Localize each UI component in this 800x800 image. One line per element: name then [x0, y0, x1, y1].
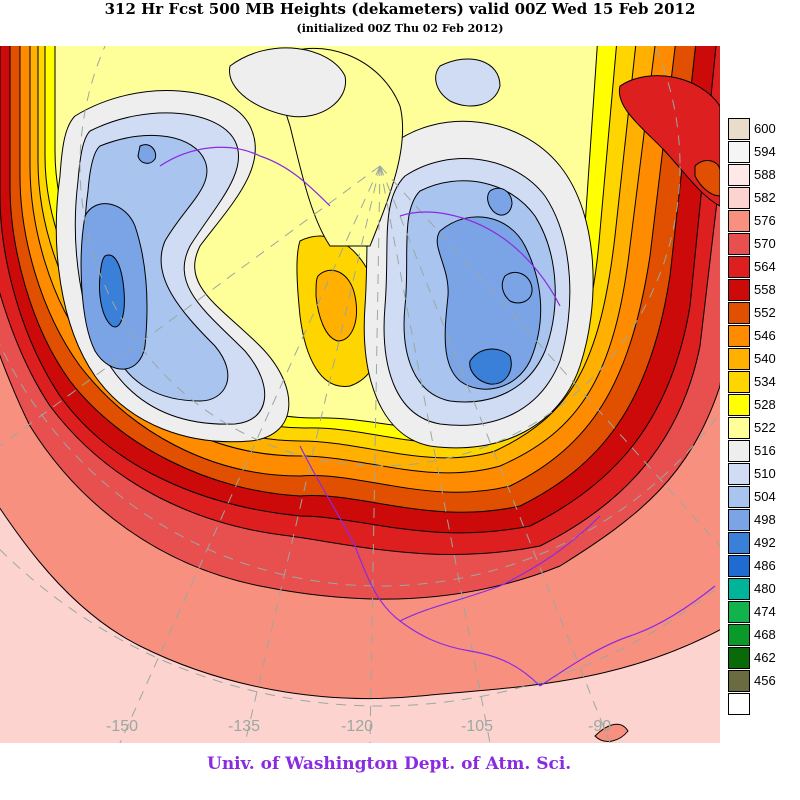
legend-entry: 522	[728, 417, 790, 440]
legend-entry: 456	[728, 670, 790, 693]
legend-entry: 498	[728, 509, 790, 532]
legend-value: 516	[754, 443, 776, 458]
legend-entry: 462	[728, 647, 790, 670]
low-east-498b	[487, 187, 513, 216]
legend-swatch	[728, 670, 750, 692]
legend-entry: 564	[728, 256, 790, 279]
legend-swatch	[728, 279, 750, 301]
low-west-492	[99, 254, 125, 328]
legend-value: 564	[754, 259, 776, 274]
lon-label-90: -90	[588, 718, 612, 735]
lon-label-135: -135	[228, 718, 261, 735]
legend-entry: 546	[728, 325, 790, 348]
legend-value: 492	[754, 535, 776, 550]
legend-entry: 486	[728, 555, 790, 578]
legend-value: 522	[754, 420, 776, 435]
legend-entry: 552	[728, 302, 790, 325]
legend-swatch	[728, 348, 750, 370]
legend-value: 456	[754, 673, 776, 688]
legend-entry	[728, 693, 790, 716]
low-west-492b	[137, 144, 157, 164]
legend-swatch	[728, 233, 750, 255]
map-subtitle: (initialized 00Z Thu 02 Feb 2012)	[296, 22, 504, 35]
legend-entry: 528	[728, 394, 790, 417]
legend-value: 582	[754, 190, 776, 205]
legend-swatch	[728, 417, 750, 439]
legend-swatch	[728, 256, 750, 278]
south-576	[594, 723, 629, 742]
legend-swatch	[728, 463, 750, 485]
legend-entry: 504	[728, 486, 790, 509]
legend-entry: 582	[728, 187, 790, 210]
legend-swatch	[728, 210, 750, 232]
legend-swatch	[728, 371, 750, 393]
height-contour-map	[0, 46, 720, 743]
legend-entry: 594	[728, 141, 790, 164]
legend-value: 600	[754, 121, 776, 136]
legend-entry: 492	[728, 532, 790, 555]
legend-swatch	[728, 486, 750, 508]
low-east-492a	[469, 348, 512, 385]
lon-label-120: -120	[341, 718, 374, 735]
legend-swatch	[728, 601, 750, 623]
legend-swatch	[728, 578, 750, 600]
legend-swatch	[728, 118, 750, 140]
legend-value: 540	[754, 351, 776, 366]
legend-value: 576	[754, 213, 776, 228]
legend-value: 474	[754, 604, 776, 619]
legend-swatch	[728, 302, 750, 324]
lon-label-105: -105	[461, 718, 494, 735]
east-552	[694, 160, 720, 197]
legend-value: 594	[754, 144, 776, 159]
legend-entry: 600	[728, 118, 790, 141]
legend-value: 480	[754, 581, 776, 596]
legend-swatch	[728, 164, 750, 186]
legend-entry: 468	[728, 624, 790, 647]
legend-value: 570	[754, 236, 776, 251]
legend-value: 546	[754, 328, 776, 343]
legend-value: 498	[754, 512, 776, 527]
legend-value: 486	[754, 558, 776, 573]
low-east-498c	[501, 272, 533, 304]
legend-swatch	[728, 509, 750, 531]
legend-entry: 510	[728, 463, 790, 486]
legend-value: 504	[754, 489, 776, 504]
credit-text: Univ. of Washington Dept. of Atm. Sci.	[207, 754, 572, 774]
graticule	[0, 46, 720, 743]
legend-value: 552	[754, 305, 776, 320]
north-516	[229, 47, 346, 118]
legend-swatch	[728, 532, 750, 554]
legend-value: 510	[754, 466, 776, 481]
legend-value: 462	[754, 650, 776, 665]
legend-swatch	[728, 624, 750, 646]
ridge-540	[315, 269, 357, 342]
legend-value: 528	[754, 397, 776, 412]
low-east-498	[436, 216, 542, 390]
north-510	[435, 58, 501, 107]
legend-swatch	[728, 647, 750, 669]
legend-value: 534	[754, 374, 776, 389]
legend-value: 558	[754, 282, 776, 297]
legend-swatch	[728, 187, 750, 209]
legend-entry: 516	[728, 440, 790, 463]
legend-swatch	[728, 440, 750, 462]
legend-swatch	[728, 325, 750, 347]
map-title: 312 Hr Fcst 500 MB Heights (dekameters) …	[104, 0, 696, 18]
coastlines	[159, 146, 716, 687]
legend-swatch	[728, 555, 750, 577]
legend-entry: 576	[728, 210, 790, 233]
legend-entry: 570	[728, 233, 790, 256]
lon-label-150: -150	[106, 718, 139, 735]
legend-value: 588	[754, 167, 776, 182]
legend-swatch	[728, 141, 750, 163]
legend-entry: 534	[728, 371, 790, 394]
legend-entry: 588	[728, 164, 790, 187]
legend-swatch	[728, 394, 750, 416]
legend-entry: 540	[728, 348, 790, 371]
legend-entry: 480	[728, 578, 790, 601]
legend-swatch	[728, 693, 750, 715]
legend-value: 468	[754, 627, 776, 642]
legend-entry: 558	[728, 279, 790, 302]
legend-entry: 474	[728, 601, 790, 624]
